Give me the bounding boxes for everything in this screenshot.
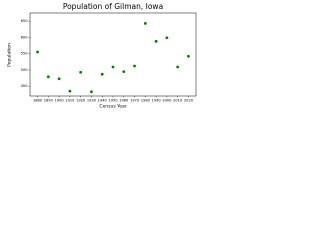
x-tick-label: 1940 xyxy=(98,99,108,103)
x-axis-label: Census Year xyxy=(99,104,126,110)
point xyxy=(90,90,93,94)
x-tick-label: 1970 xyxy=(130,99,140,103)
point xyxy=(57,77,61,81)
point xyxy=(143,22,147,25)
x-tick-label: 2010 xyxy=(173,99,183,103)
y-tick-label: 500 xyxy=(21,68,29,72)
x-tick-label: 1920 xyxy=(76,99,86,103)
x-tick-label: 1930 xyxy=(87,99,97,103)
point xyxy=(46,75,50,79)
x-tick-label: 1950 xyxy=(108,99,118,103)
x-tick-label: 1990 xyxy=(152,99,162,103)
x-tick-label: 1960 xyxy=(119,99,129,103)
point xyxy=(187,54,190,58)
point xyxy=(79,70,83,74)
point xyxy=(122,70,126,73)
x-tick-label: 1900 xyxy=(55,99,65,103)
y-axis-label: Population xyxy=(7,43,13,67)
x-tick-label: 2020 xyxy=(184,99,194,103)
chart-title: Population of Gilman, Iowa xyxy=(63,2,163,11)
point xyxy=(36,50,39,54)
x-tick-label: 1890 xyxy=(44,99,54,103)
point xyxy=(165,36,169,40)
plot-frame xyxy=(29,12,197,97)
point xyxy=(176,65,180,69)
y-tick-label: 600 xyxy=(21,35,29,39)
x-tick-label: 1880 xyxy=(33,99,43,103)
point xyxy=(154,39,158,43)
x-tick-label: 1910 xyxy=(65,99,75,103)
point xyxy=(133,64,136,68)
y-tick-label: 650 xyxy=(21,19,29,23)
point xyxy=(100,72,104,76)
chart: Population of Gilman, Iowa Census Year P… xyxy=(7,2,197,110)
y-tick-label: 550 xyxy=(21,52,29,56)
y-tick-label: 450 xyxy=(21,84,29,88)
x-tick-label: 1980 xyxy=(141,99,151,103)
point xyxy=(111,65,115,69)
x-tick-label: 2000 xyxy=(162,99,172,103)
point xyxy=(68,89,72,93)
